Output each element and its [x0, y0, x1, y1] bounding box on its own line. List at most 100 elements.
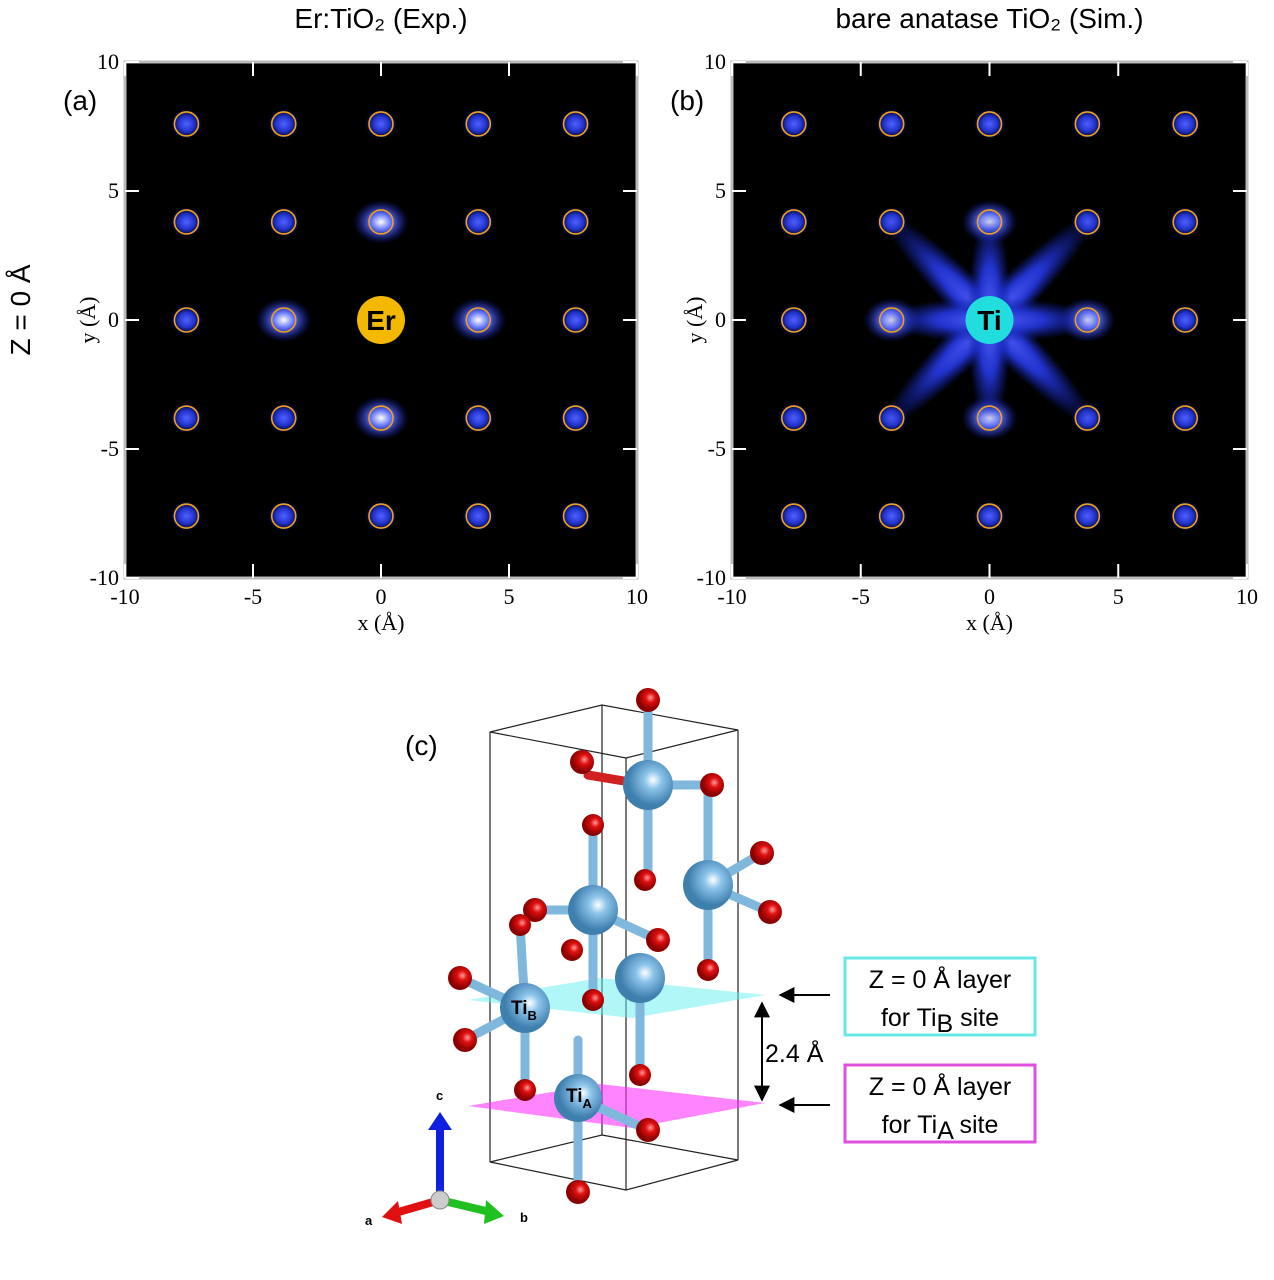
ti-a-sub: A	[583, 1096, 593, 1111]
density-spot	[170, 206, 203, 237]
site-marker	[562, 307, 589, 333]
site-marker	[1172, 111, 1198, 137]
density-spot	[875, 108, 908, 139]
axis-b: b	[520, 1210, 528, 1225]
site-marker	[173, 209, 200, 235]
center-atom-label: Er	[366, 305, 396, 336]
box-a-pre: for Ti	[882, 1111, 938, 1139]
site-marker	[976, 111, 1003, 137]
ti-b-label: TiB	[511, 998, 537, 1023]
site-marker	[465, 209, 492, 235]
site-marker	[1074, 111, 1101, 137]
y-tick-label: -5	[101, 436, 119, 461]
panel-label: (c)	[405, 730, 438, 761]
site-marker	[465, 307, 492, 333]
density-spot	[365, 108, 397, 139]
panel: Er:TiO₂ (Exp.) Er -10 -5 0 5 10 -10 -5 0 5 10 x (Å) y…	[63, 3, 648, 635]
site-marker	[465, 503, 492, 529]
density-spot	[1169, 501, 1202, 532]
y-tick-label: -10	[697, 565, 726, 590]
site-marker	[562, 209, 589, 235]
site-marker	[173, 405, 200, 431]
site-marker	[878, 307, 905, 333]
axis-a: a	[365, 1213, 373, 1228]
density-spot	[462, 206, 495, 237]
site-marker	[1074, 209, 1101, 235]
density-spot	[267, 403, 300, 434]
x-axis-label: x (Å)	[966, 610, 1013, 635]
density-spot	[170, 108, 203, 139]
site-marker	[1074, 503, 1101, 529]
panel-title: Er:TiO₂ (Exp.)	[294, 3, 467, 34]
site-marker	[976, 405, 1003, 431]
box-b-line1: Z = 0 Å layer	[869, 964, 1011, 994]
box-a-line1: Z = 0 Å layer	[869, 1071, 1011, 1101]
site-marker	[270, 503, 297, 529]
site-marker	[1074, 307, 1101, 333]
box-a-sub: A	[937, 1117, 954, 1145]
density-spot	[462, 108, 495, 139]
site-marker	[780, 111, 807, 137]
site-marker	[173, 307, 200, 333]
x-tick-label: 0	[376, 584, 387, 609]
density-spot	[559, 206, 592, 237]
y-axis-label: y (Å)	[682, 296, 707, 343]
site-marker	[878, 209, 905, 235]
density-spot	[777, 501, 810, 532]
density-spot	[267, 206, 300, 237]
density-spot	[353, 396, 409, 441]
plots: Er:TiO₂ (Exp.) Er -10 -5 0 5 10 -10 -5 0 5 10 x (Å) y…	[63, 3, 1258, 635]
ti-b-sub: B	[528, 1008, 537, 1023]
distance-label: 2.4 Å	[765, 1038, 824, 1068]
site-marker	[1172, 503, 1198, 529]
site-marker	[780, 307, 807, 333]
center-atom-label: Ti	[977, 305, 1001, 336]
density-spot	[267, 501, 300, 532]
x-tick-label: -5	[852, 584, 870, 609]
site-marker	[270, 209, 297, 235]
site-marker	[780, 405, 807, 431]
site-marker	[1172, 307, 1198, 333]
x-axis-label: x (Å)	[357, 610, 404, 635]
panel-label: (b)	[670, 85, 704, 116]
density-spot	[365, 501, 397, 532]
site-marker	[878, 111, 905, 137]
ti-b-main: Ti	[511, 998, 528, 1019]
density-spot	[777, 403, 810, 434]
x-tick-label: -10	[717, 584, 746, 609]
density-spot	[973, 108, 1006, 139]
density-spot	[170, 403, 203, 434]
panel: bare anatase TiO₂ (Sim.) Ti -10 -5 0 5 10 -10 -5…	[670, 3, 1258, 635]
y-tick-label: 0	[715, 307, 726, 332]
density-spot	[255, 298, 312, 342]
site-marker	[562, 405, 589, 431]
density-spot	[559, 108, 592, 139]
site-marker	[270, 307, 297, 333]
box-b-post: site	[953, 1004, 999, 1032]
box-a-line2: for TiA site	[882, 1111, 999, 1145]
site-marker	[465, 405, 492, 431]
density-spot	[267, 108, 300, 139]
site-marker	[562, 111, 589, 137]
y-tick-label: -10	[90, 565, 119, 590]
ti-a-label: TiA	[566, 1086, 593, 1111]
site-marker	[1172, 405, 1198, 431]
site-marker	[368, 209, 394, 235]
site-marker	[465, 111, 492, 137]
x-tick-label: 10	[626, 584, 648, 609]
y-tick-label: 0	[108, 307, 119, 332]
axis-c: c	[436, 1088, 443, 1103]
site-marker	[562, 503, 589, 529]
box-a-post: site	[953, 1111, 999, 1139]
y-axis-label: y (Å)	[75, 296, 100, 343]
site-marker	[878, 405, 905, 431]
center-atom	[357, 296, 405, 344]
y-tick-label: 5	[108, 178, 119, 203]
density-spot	[462, 403, 495, 434]
y-tick-label: -5	[708, 436, 726, 461]
density-spot	[450, 298, 507, 342]
density-spot	[777, 108, 810, 139]
density-spot	[777, 206, 810, 237]
site-marker	[270, 405, 297, 431]
density-spot	[1169, 108, 1202, 139]
